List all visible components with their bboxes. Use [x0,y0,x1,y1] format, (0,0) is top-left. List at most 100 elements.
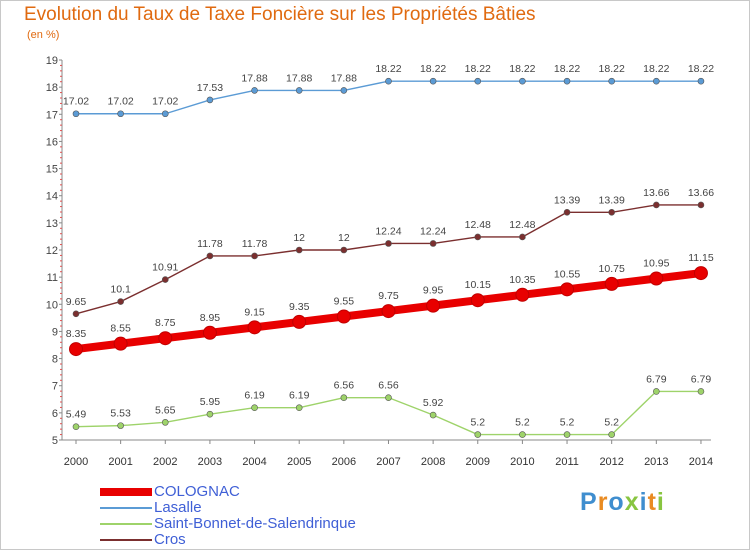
data-label-colognac: 11.15 [688,252,714,264]
data-point-lasalle [608,77,615,85]
data-label-lasalle: 17.53 [197,82,223,94]
legend-label: Cros [154,531,186,548]
data-label-saint-bonnet-de-salendrinque: 6.79 [646,373,667,385]
y-tick-label: 5 [52,435,58,447]
x-tick-label: 2005 [287,456,311,468]
x-tick-label: 2004 [242,456,266,468]
data-label-cros: 13.66 [643,187,669,199]
legend-swatch [100,488,152,496]
data-label-cros: 12.24 [375,225,401,237]
y-tick-label: 17 [46,109,58,121]
y-tick-label: 9 [52,326,58,338]
data-label-cros: 11.78 [197,238,223,250]
data-point-cros [206,252,214,260]
data-point-cros [161,276,169,283]
data-point-colognac [113,336,128,351]
data-label-lasalle: 18.22 [643,63,669,75]
legend-swatch [100,507,152,509]
data-point-colognac [336,309,351,324]
data-label-cros: 13.39 [599,194,625,206]
y-tick-label: 12 [46,245,58,257]
data-label-cros: 13.39 [554,194,580,206]
data-point-colognac [426,298,441,313]
data-label-saint-bonnet-de-salendrinque: 6.56 [334,380,355,392]
data-point-cros [563,208,571,216]
data-label-saint-bonnet-de-salendrinque: 5.53 [110,408,131,420]
data-label-lasalle: 17.88 [331,72,357,84]
x-tick-label: 2011 [555,456,579,468]
chart-unit: (en %) [27,29,60,41]
y-tick-label: 14 [46,191,58,203]
data-label-saint-bonnet-de-salendrinque: 5.2 [560,417,575,429]
data-point-colognac [604,276,619,291]
data-label-colognac: 8.35 [66,328,87,340]
data-point-cros [608,208,615,216]
data-point-cros [385,240,392,247]
data-label-cros: 9.65 [66,296,87,308]
chart-title: Evolution du Taux de Taxe Foncière sur l… [24,4,536,25]
data-point-saint-bonnet-de-salendrinque [608,431,615,438]
data-label-cros: 10.1 [110,284,131,296]
data-label-lasalle: 17.02 [152,96,178,108]
x-tick-label: 2013 [644,456,668,468]
data-point-saint-bonnet-de-salendrinque [519,431,526,438]
logo-letter: t [647,488,657,516]
data-label-colognac: 10.35 [509,274,535,286]
data-label-lasalle: 17.02 [107,96,133,108]
legend-label: Lasalle [154,499,202,516]
logo-letter: o [608,488,625,516]
data-label-colognac: 8.55 [110,323,131,335]
data-label-saint-bonnet-de-salendrinque: 5.2 [470,417,485,429]
data-point-colognac [693,266,708,281]
data-label-colognac: 9.75 [378,290,399,302]
data-point-saint-bonnet-de-salendrinque [653,388,660,395]
y-tick-label: 7 [52,381,58,393]
data-label-saint-bonnet-de-salendrinque: 5.92 [423,397,444,409]
logo-letter: r [597,488,609,516]
y-tick-label: 19 [46,55,58,67]
data-label-colognac: 9.95 [423,285,444,297]
y-tick-label: 6 [52,408,58,420]
data-label-lasalle: 17.88 [241,72,267,84]
data-point-saint-bonnet-de-salendrinque [474,431,482,438]
data-point-colognac [202,325,217,340]
x-tick-label: 2001 [108,456,132,468]
x-tick-label: 2009 [466,456,490,468]
data-point-cros [251,252,258,260]
data-point-saint-bonnet-de-salendrinque [206,410,214,418]
data-point-colognac [649,271,664,286]
data-point-lasalle [117,110,124,118]
legend-swatch [100,539,152,541]
data-point-cros [295,246,303,254]
data-label-saint-bonnet-de-salendrinque: 6.56 [378,380,399,392]
data-label-cros: 12.48 [509,219,535,231]
data-label-colognac: 9.15 [244,306,265,318]
data-label-colognac: 10.95 [643,258,669,270]
data-point-lasalle [161,110,169,118]
x-tick-label: 2002 [153,456,177,468]
data-label-colognac: 8.95 [200,312,221,324]
data-label-cros: 12 [293,232,305,244]
data-point-lasalle [653,77,660,85]
data-point-lasalle [206,96,214,104]
chart-data-labels: 17.02 17.02 17.02 17.53 17.88 17.88 17.88 18.22… [63,63,714,428]
data-point-colognac [292,314,307,329]
data-point-lasalle [519,77,526,85]
y-tick-label: 11 [47,272,58,284]
data-point-cros [72,310,80,318]
y-tick-label: 16 [46,136,58,148]
data-point-colognac [381,304,396,319]
x-tick-label: 2014 [689,456,713,468]
chart-series [69,77,708,438]
x-tick-label: 2006 [332,456,356,468]
data-label-lasalle: 17.02 [63,96,89,108]
logo-letter: P [580,488,598,516]
logo-letter: x [624,488,640,516]
data-label-lasalle: 18.22 [420,63,446,75]
data-point-lasalle [563,77,571,85]
data-label-saint-bonnet-de-salendrinque: 6.19 [244,390,265,402]
data-point-cros [519,233,526,241]
data-label-cros: 13.66 [688,187,714,199]
data-label-lasalle: 18.22 [465,63,491,75]
